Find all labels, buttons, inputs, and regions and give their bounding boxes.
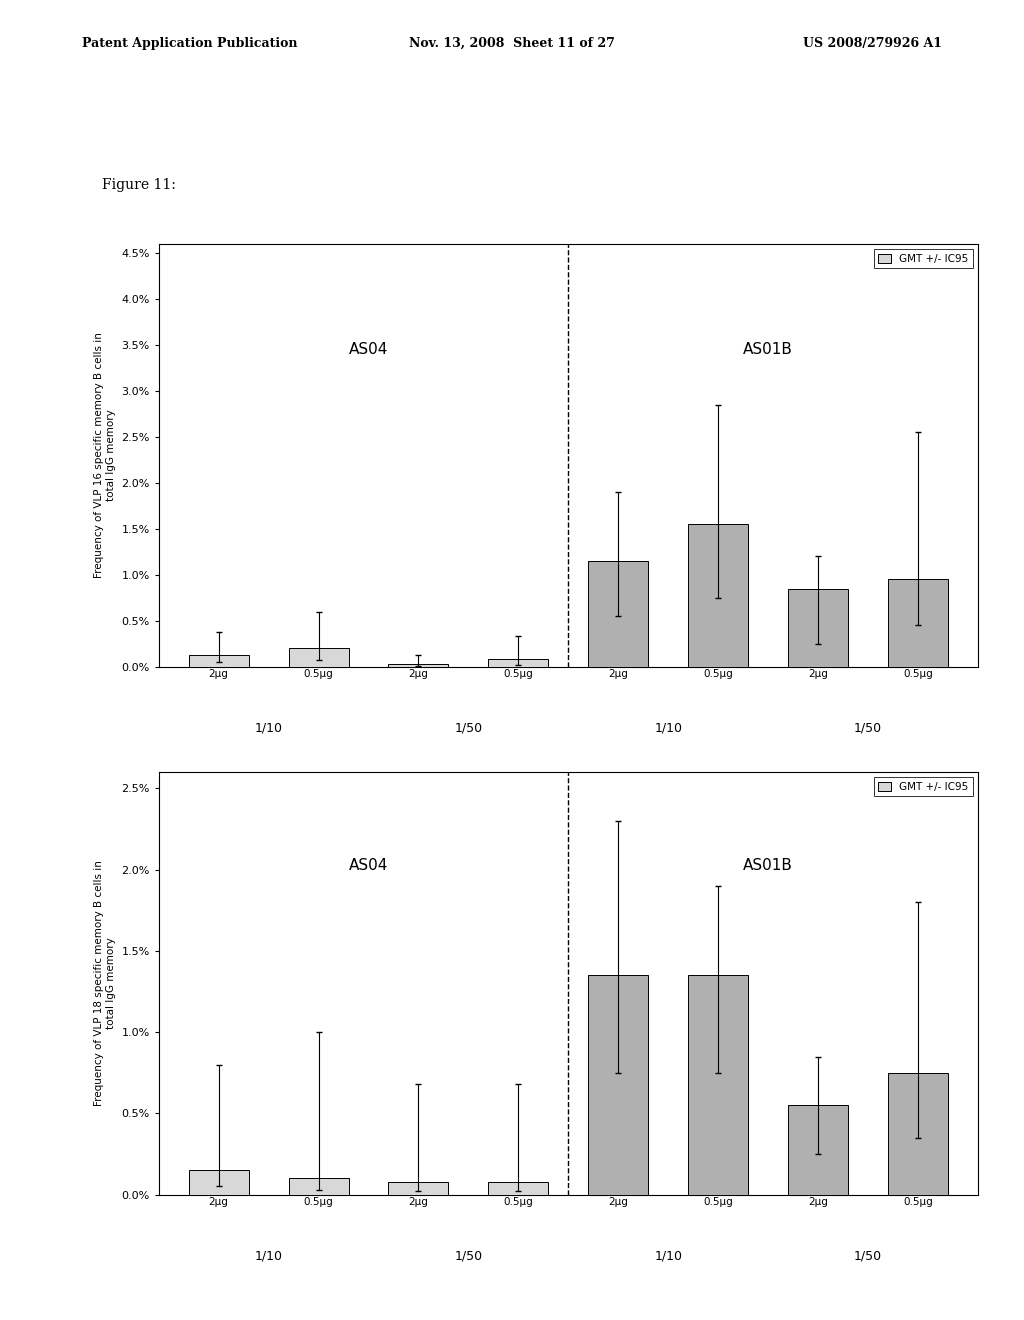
Text: 1/10: 1/10 <box>654 1250 682 1262</box>
Bar <box>688 975 749 1195</box>
Text: AS04: AS04 <box>349 858 388 873</box>
Bar <box>788 1105 848 1195</box>
Text: 1/50: 1/50 <box>455 1250 482 1262</box>
Text: AS01B: AS01B <box>743 342 793 358</box>
Bar <box>888 579 948 667</box>
Bar <box>788 589 848 667</box>
Text: Patent Application Publication: Patent Application Publication <box>82 37 297 50</box>
Text: 1/10: 1/10 <box>255 722 283 734</box>
Text: 1/50: 1/50 <box>854 722 882 734</box>
Bar <box>388 664 449 667</box>
Text: 1/10: 1/10 <box>654 722 682 734</box>
Bar <box>188 655 249 667</box>
Legend: GMT +/- IC95: GMT +/- IC95 <box>874 777 973 796</box>
Text: US 2008/279926 A1: US 2008/279926 A1 <box>803 37 942 50</box>
Bar <box>289 1179 348 1195</box>
Bar <box>388 1181 449 1195</box>
Bar <box>888 1073 948 1195</box>
Bar <box>289 648 348 667</box>
Text: Figure 11:: Figure 11: <box>102 178 176 193</box>
Text: 1/50: 1/50 <box>455 722 482 734</box>
Text: 1/10: 1/10 <box>255 1250 283 1262</box>
Y-axis label: Frequency of VLP 18 specific memory B cells in
total IgG memory: Frequency of VLP 18 specific memory B ce… <box>94 861 116 1106</box>
Text: AS01B: AS01B <box>743 858 793 873</box>
Legend: GMT +/- IC95: GMT +/- IC95 <box>874 249 973 268</box>
Bar <box>488 659 548 667</box>
Bar <box>688 524 749 667</box>
Bar <box>589 975 648 1195</box>
Bar <box>488 1181 548 1195</box>
Y-axis label: Frequency of VLP 16 specific memory B cells in
total IgG memory: Frequency of VLP 16 specific memory B ce… <box>94 333 116 578</box>
Text: Nov. 13, 2008  Sheet 11 of 27: Nov. 13, 2008 Sheet 11 of 27 <box>409 37 615 50</box>
Bar <box>188 1171 249 1195</box>
Text: 1/50: 1/50 <box>854 1250 882 1262</box>
Bar <box>589 561 648 667</box>
Text: AS04: AS04 <box>349 342 388 358</box>
